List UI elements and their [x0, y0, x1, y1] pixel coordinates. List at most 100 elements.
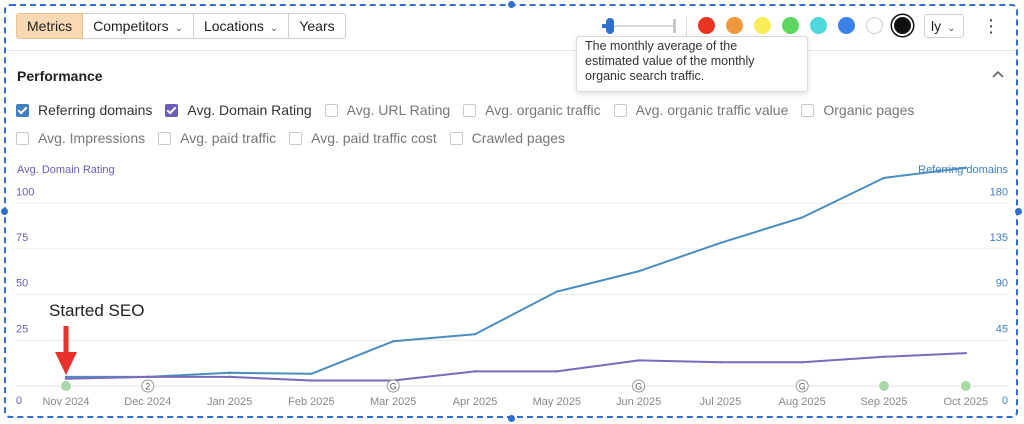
checkbox-empty-icon[interactable] [613, 103, 627, 117]
tab-label: Metrics [27, 18, 73, 34]
left-tick-label: 25 [16, 323, 28, 335]
metric-checkbox[interactable]: Avg. organic traffic value [613, 102, 788, 118]
data-point [228, 371, 231, 375]
resize-handle-right[interactable] [1015, 208, 1022, 215]
event-dot[interactable] [959, 380, 972, 392]
x-tick-label: Sep 2025 [860, 396, 907, 408]
checkbox-empty-icon[interactable] [801, 103, 815, 117]
metric-checkbox[interactable]: Organic pages [801, 102, 914, 118]
event-marker-label: G [390, 382, 397, 392]
color-swatch-2[interactable] [726, 17, 743, 34]
period-dropdown[interactable]: ly ⌄ [924, 14, 964, 38]
color-swatch-7[interactable] [866, 17, 883, 34]
color-swatch-6[interactable] [838, 17, 855, 34]
event-marker[interactable] [632, 379, 646, 393]
resize-handle-left[interactable] [1, 208, 8, 215]
checkbox-empty-icon[interactable] [158, 131, 172, 145]
toolbar-divider [686, 16, 687, 36]
data-point [228, 375, 231, 379]
color-swatch-4[interactable] [782, 17, 799, 34]
checkbox-empty-icon[interactable] [463, 103, 477, 117]
tab-label: Competitors [93, 18, 169, 34]
chevron-down-icon: ⌄ [269, 23, 279, 34]
right-tick-label: 135 [990, 232, 1008, 244]
metric-checkbox[interactable]: Avg. paid traffic cost [289, 130, 437, 146]
chevron-up-icon[interactable] [990, 66, 1006, 82]
data-point [637, 270, 640, 273]
x-tick-label: Oct 2025 [943, 396, 988, 408]
tooltip-line: estimated value of the monthly [585, 54, 755, 68]
left-tick-label: 75 [16, 232, 28, 244]
data-point [637, 359, 640, 362]
right-tick-label: 0 [1002, 395, 1008, 407]
data-point [146, 375, 149, 379]
tab-label: Years [299, 18, 335, 34]
metric-label: Organic pages [823, 102, 915, 118]
kebab-icon[interactable]: ⋮ [982, 16, 1000, 36]
metric-checkbox[interactable]: Avg. Domain Rating [165, 102, 312, 118]
metric-label: Avg. paid traffic [180, 130, 277, 146]
color-swatch-8[interactable] [894, 17, 911, 34]
event-marker[interactable] [386, 379, 400, 393]
metric-checkbox[interactable]: Avg. organic traffic [463, 102, 601, 118]
tab-locations[interactable]: Locations ⌄ [193, 13, 290, 39]
data-point [719, 361, 722, 364]
size-slider[interactable] [598, 17, 676, 35]
annotation-label: Started SEO [49, 301, 145, 320]
metric-checkbox[interactable]: Avg. Impressions [16, 130, 145, 146]
right-tick-label: 180 [990, 186, 1008, 198]
tab-metrics[interactable]: Metrics [16, 13, 84, 39]
color-swatch-1[interactable] [698, 17, 715, 34]
event-dot[interactable] [878, 380, 890, 392]
metric-checkbox[interactable]: Avg. URL Rating [324, 102, 451, 118]
event-marker-label: G [799, 382, 806, 392]
event-marker[interactable] [795, 379, 809, 393]
resize-handle-top[interactable] [508, 1, 515, 8]
tooltip-line: organic search traffic. [585, 69, 705, 83]
data-point [964, 166, 967, 169]
x-tick-label: Nov 2024 [42, 396, 89, 408]
metric-tooltip: The monthly average of the estimated val… [576, 36, 808, 92]
metric-checkbox[interactable]: Referring domains [16, 102, 152, 118]
metric-label: Avg. Impressions [38, 130, 146, 146]
event-marker-label: G [635, 382, 642, 392]
color-swatch-5[interactable] [810, 17, 827, 34]
checkbox-checked-icon[interactable] [16, 103, 29, 117]
right-axis-title: Referring domains [918, 164, 1008, 176]
data-point [64, 375, 68, 379]
tab-years[interactable]: Years [289, 13, 346, 39]
data-point [310, 379, 313, 382]
x-tick-label: Jul 2025 [700, 396, 742, 408]
checkbox-empty-icon[interactable] [324, 103, 338, 117]
data-point [473, 370, 477, 373]
tab-competitors[interactable]: Competitors ⌄ [83, 13, 194, 39]
checkbox-empty-icon[interactable] [16, 131, 29, 145]
x-tick-label: Jan 2025 [207, 396, 252, 408]
tooltip-line: The monthly average of the [585, 39, 738, 53]
metric-label: Referring domains [38, 102, 153, 118]
metric-checkbox[interactable]: Avg. paid traffic [158, 130, 276, 146]
metric-label: Avg. URL Rating [346, 102, 451, 118]
metric-checkbox-row: Referring domains Avg. Domain Rating Avg. … [16, 102, 927, 118]
data-point [882, 176, 886, 180]
series-line-domain-rating [65, 352, 966, 382]
period-label: ly [931, 18, 942, 34]
checkbox-empty-icon[interactable] [449, 131, 463, 145]
event-dot[interactable] [60, 380, 72, 392]
resize-handle-bottom[interactable] [508, 415, 515, 422]
metric-checkbox-row: Avg. Impressions Avg. paid traffic Avg. pa… [16, 130, 578, 146]
checkbox-checked-icon[interactable] [165, 103, 179, 117]
data-point [801, 361, 804, 364]
chevron-down-icon: ⌄ [174, 23, 183, 34]
header-divider [6, 50, 1016, 51]
data-point [64, 377, 68, 380]
metric-label: Avg. organic traffic [485, 102, 601, 118]
event-marker[interactable] [141, 379, 155, 393]
data-point [719, 241, 722, 245]
checkbox-empty-icon[interactable] [289, 131, 303, 145]
x-tick-label: Aug 2025 [779, 396, 826, 408]
annotation-arrow-head [55, 352, 77, 375]
metric-checkbox[interactable]: Crawled pages [449, 130, 565, 146]
color-swatch-3[interactable] [754, 17, 771, 34]
slider-handle[interactable] [606, 18, 614, 34]
